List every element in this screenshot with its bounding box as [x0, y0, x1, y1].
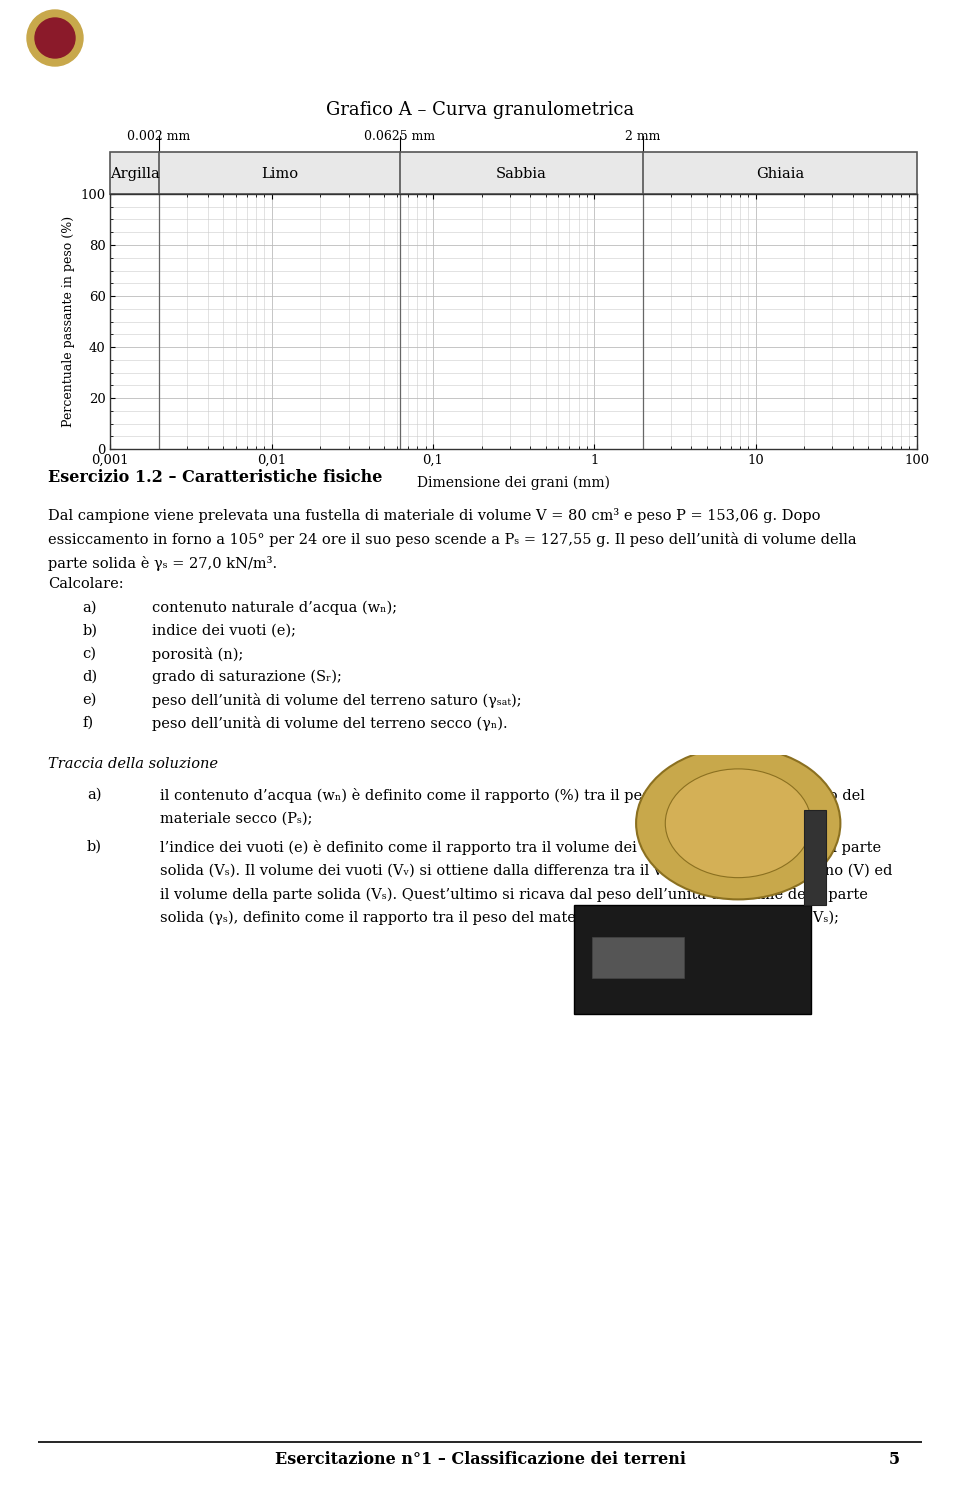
Text: SAPIENZA: SAPIENZA [92, 21, 178, 36]
Text: f): f) [83, 716, 94, 731]
Text: a): a) [86, 787, 102, 802]
Text: solida (Vₛ). Il volume dei vuoti (Vᵥ) si ottiene dalla differenza tra il volume : solida (Vₛ). Il volume dei vuoti (Vᵥ) si… [160, 863, 893, 878]
Y-axis label: Percentuale passante in peso (%): Percentuale passante in peso (%) [61, 215, 75, 428]
Text: UNIVERSITÀ DI ROMA: UNIVERSITÀ DI ROMA [92, 42, 196, 52]
Text: porosità (n);: porosità (n); [152, 647, 243, 662]
Text: b): b) [83, 624, 98, 639]
Text: solida (γₛ), definito come il rapporto tra il peso del materiale secco (Pₛ) e il: solida (γₛ), definito come il rapporto t… [160, 910, 839, 925]
Text: essiccamento in forno a 105° per 24 ore il suo peso scende a Pₛ = 127,55 g. Il p: essiccamento in forno a 105° per 24 ore … [48, 532, 856, 546]
Text: Traccia della soluzione: Traccia della soluzione [48, 757, 218, 771]
Text: il volume della parte solida (Vₛ). Quest’ultimo si ricava dal peso dell’unità di: il volume della parte solida (Vₛ). Quest… [160, 887, 868, 901]
Text: Esercizio 1.2 – Caratteristiche fisiche: Esercizio 1.2 – Caratteristiche fisiche [48, 469, 382, 486]
Circle shape [665, 769, 811, 878]
Circle shape [636, 747, 840, 900]
Text: Ghiaia: Ghiaia [756, 166, 804, 181]
Text: 5: 5 [888, 1451, 900, 1469]
Text: peso dell’unità di volume del terreno secco (γₙ).: peso dell’unità di volume del terreno se… [152, 716, 507, 731]
X-axis label: Dimensione dei grani (mm): Dimensione dei grani (mm) [417, 475, 611, 490]
Text: b): b) [86, 839, 102, 854]
Circle shape [35, 18, 75, 58]
Text: Esercitazione n°1 – Classificazione dei terreni: Esercitazione n°1 – Classificazione dei … [275, 1451, 685, 1469]
Text: Calcolare:: Calcolare: [48, 576, 124, 591]
Text: 0.002 mm: 0.002 mm [128, 131, 191, 143]
Circle shape [27, 10, 83, 65]
Text: parte solida è γₛ = 27,0 kN/m³.: parte solida è γₛ = 27,0 kN/m³. [48, 555, 277, 570]
Text: Sabbia: Sabbia [496, 166, 547, 181]
Text: 0.0625 mm: 0.0625 mm [365, 131, 436, 143]
Bar [574, 904, 811, 1014]
Text: Argilla: Argilla [109, 166, 159, 181]
Text: grado di saturazione (Sᵣ);: grado di saturazione (Sᵣ); [152, 670, 342, 685]
Text: a): a) [83, 601, 97, 615]
Text: 2 mm: 2 mm [625, 131, 660, 143]
Bar [592, 937, 684, 979]
Text: Prof. Ing. M.Grisolia: Prof. Ing. M.Grisolia [791, 43, 940, 58]
Text: Dal campione viene prelevata una fustella di materiale di volume V = 80 cm³ e pe: Dal campione viene prelevata una fustell… [48, 508, 821, 523]
Text: Corso di Fondamenti di Geotecnica: Corso di Fondamenti di Geotecnica [557, 15, 940, 34]
Text: indice dei vuoti (e);: indice dei vuoti (e); [152, 624, 296, 639]
Text: Grafico A – Curva granulometrica: Grafico A – Curva granulometrica [325, 101, 635, 119]
Text: e): e) [83, 693, 97, 707]
Text: contenuto naturale d’acqua (wₙ);: contenuto naturale d’acqua (wₙ); [152, 601, 396, 615]
Text: materiale secco (Pₛ);: materiale secco (Pₛ); [160, 811, 313, 826]
Text: peso dell’unità di volume del terreno saturo (γₛₐₜ);: peso dell’unità di volume del terreno sa… [152, 693, 521, 708]
Text: c): c) [83, 647, 97, 661]
Bar [804, 809, 826, 904]
Text: d): d) [83, 670, 98, 685]
Text: l’indice dei vuoti (e) è definito come il rapporto tra il volume dei vuoti (Vᵥ) : l’indice dei vuoti (e) è definito come i… [160, 839, 881, 855]
Text: Limo: Limo [261, 166, 298, 181]
Text: il contenuto d’acqua (wₙ) è definito come il rapporto (%) tra il peso dell’acqua: il contenuto d’acqua (wₙ) è definito com… [160, 787, 865, 803]
